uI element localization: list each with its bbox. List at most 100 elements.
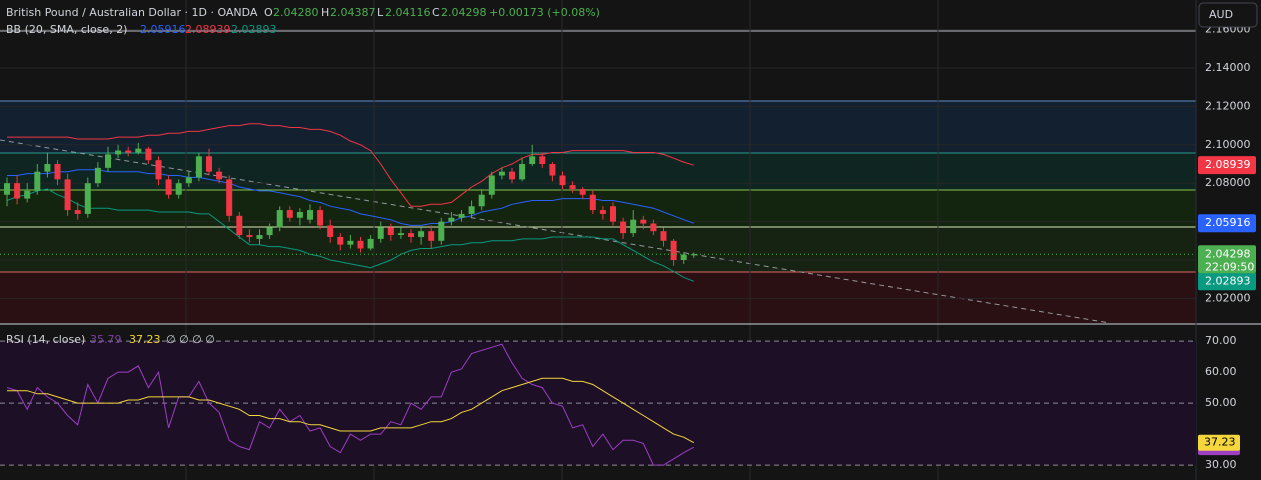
candle-body bbox=[498, 171, 505, 176]
price-label-box bbox=[1198, 214, 1256, 233]
candle-body bbox=[4, 183, 10, 195]
candle-body bbox=[236, 215, 243, 236]
candle-body bbox=[428, 231, 435, 241]
candle-body bbox=[317, 210, 324, 226]
candle-body bbox=[307, 210, 313, 220]
zone bbox=[0, 227, 1196, 272]
candle-body bbox=[64, 179, 71, 211]
indicator-name: RSI (14, close) bbox=[6, 333, 85, 346]
candle-body bbox=[175, 183, 182, 195]
candle-body bbox=[276, 210, 283, 228]
ohlc-label: H bbox=[321, 6, 329, 19]
indicator-value: 37.23 bbox=[129, 333, 161, 346]
candle-body bbox=[418, 231, 425, 237]
ohlc-value: 2.04116 bbox=[385, 6, 431, 19]
y-tick-label: 60.00 bbox=[1205, 365, 1237, 378]
candle-body bbox=[195, 156, 202, 178]
y-tick-label: 2.02000 bbox=[1205, 291, 1251, 304]
price-axis: 2.160002.140002.120002.100002.080002.060… bbox=[1198, 23, 1256, 471]
candle-body bbox=[347, 240, 354, 245]
ohlc-value: 2.04298 bbox=[441, 6, 487, 19]
band-line bbox=[7, 123, 694, 207]
candle-body bbox=[478, 194, 485, 207]
countdown: 22:09:50 bbox=[1205, 260, 1254, 273]
candle-body bbox=[599, 210, 606, 214]
candle-body bbox=[367, 238, 374, 249]
candle-body bbox=[14, 183, 21, 199]
currency-button[interactable] bbox=[1198, 2, 1258, 28]
ohlc-value: 2.04280 bbox=[273, 6, 319, 19]
candle-body bbox=[155, 160, 162, 180]
ohlc-label: L bbox=[377, 6, 384, 19]
currency[interactable]: AUD bbox=[1209, 8, 1233, 21]
candle-body bbox=[337, 236, 344, 245]
zone bbox=[0, 190, 1196, 227]
price-label: 2.05916 bbox=[1205, 216, 1251, 229]
symbol-title: British Pound / Australian Dollar · 1D ·… bbox=[6, 6, 258, 19]
band-line bbox=[6, 188, 694, 282]
na-values: ∅ ∅ ∅ ∅ bbox=[166, 333, 215, 346]
indicator-name: BB (20, SMA, close, 2) bbox=[6, 23, 127, 36]
candle-body bbox=[539, 156, 546, 164]
price-label: 2.02893 bbox=[1205, 274, 1251, 287]
candle-body bbox=[206, 156, 212, 172]
plot bbox=[0, 29, 1196, 466]
ohlc-value: 2.04387 bbox=[330, 6, 376, 19]
candle-body bbox=[620, 221, 627, 234]
y-tick-label: 2.10000 bbox=[1205, 138, 1251, 151]
rsi-line bbox=[6, 343, 695, 466]
price-label-box bbox=[1198, 156, 1256, 175]
candle-body bbox=[256, 235, 263, 239]
candle-body bbox=[94, 167, 101, 184]
candle-body bbox=[135, 148, 142, 153]
candle-body bbox=[357, 240, 364, 249]
candle-body bbox=[569, 185, 576, 189]
y-tick-label: 2.08000 bbox=[1205, 176, 1251, 189]
candle-body bbox=[438, 221, 445, 241]
candle-body bbox=[74, 210, 81, 214]
candle-body bbox=[680, 254, 687, 261]
candle-body bbox=[266, 227, 273, 236]
candle-body bbox=[690, 254, 697, 256]
candle-body bbox=[640, 219, 647, 224]
candle-body bbox=[34, 171, 41, 191]
candle-body bbox=[579, 188, 586, 195]
candle-body bbox=[226, 179, 233, 216]
candle-body bbox=[660, 231, 667, 241]
candle-body bbox=[468, 206, 475, 214]
candle-body bbox=[610, 206, 616, 222]
candle-body bbox=[559, 175, 566, 186]
candle-body bbox=[377, 227, 384, 239]
candle-body bbox=[549, 163, 556, 176]
indicator-value: 2.02893 bbox=[231, 23, 277, 36]
candle-body bbox=[296, 212, 303, 218]
candle-body bbox=[397, 233, 404, 236]
change: +0.00173 (+0.08%) bbox=[489, 6, 600, 19]
y-tick-label: 70.00 bbox=[1205, 334, 1237, 347]
candle-body bbox=[327, 225, 334, 237]
candle-body bbox=[246, 235, 253, 237]
candle-body bbox=[165, 179, 172, 195]
candle-body bbox=[670, 240, 677, 261]
candle-body bbox=[216, 171, 223, 180]
candle-body bbox=[519, 163, 526, 180]
band-line bbox=[7, 169, 694, 226]
candle-body bbox=[458, 213, 465, 218]
candle-body bbox=[448, 217, 455, 222]
value-label: 37.23 bbox=[1204, 436, 1236, 449]
ohlc-label: O bbox=[264, 6, 273, 19]
y-tick-label: 2.14000 bbox=[1205, 61, 1251, 74]
price-label: 2.08939 bbox=[1205, 158, 1251, 171]
rsi-line bbox=[7, 377, 695, 444]
candle-body bbox=[44, 163, 51, 172]
candle-body bbox=[54, 163, 61, 180]
candle-body bbox=[24, 190, 31, 199]
candle-body bbox=[185, 177, 192, 184]
y-tick-label: 50.00 bbox=[1205, 396, 1237, 409]
trend-line bbox=[0, 139, 1111, 324]
value-label-box bbox=[1198, 434, 1240, 451]
candle-body bbox=[488, 175, 495, 195]
indicator-value: 35.79 bbox=[90, 333, 122, 346]
candle-body bbox=[529, 156, 536, 164]
